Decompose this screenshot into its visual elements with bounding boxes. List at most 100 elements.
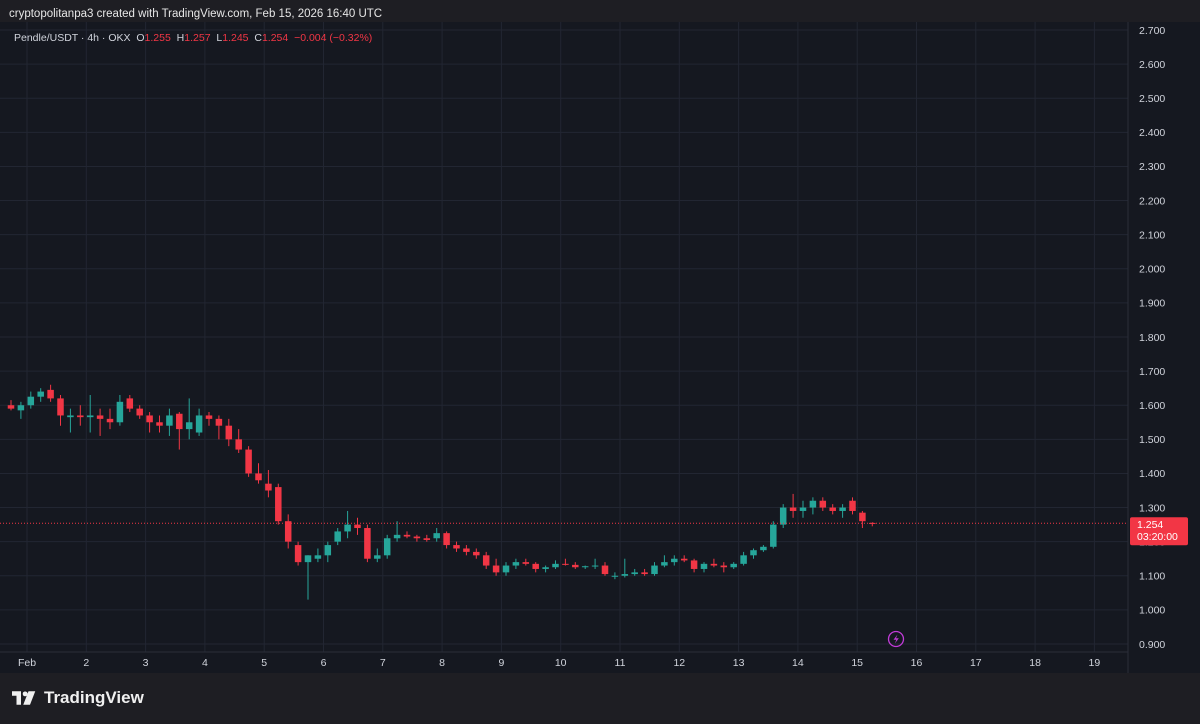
candle-body: [760, 546, 767, 551]
candle-body: [136, 408, 143, 416]
date-tick-label: 19: [1089, 657, 1101, 669]
candle-body: [383, 538, 391, 556]
time-axis[interactable]: Feb 2 3 4 5 6 7 8 9 10 11 12 13 14 15 16 17 18 19: [18, 657, 1100, 669]
candle-body: [671, 558, 678, 563]
price-chart[interactable]: 2.700 2.600 2.500 2.400 2.300 2.200 2.100 2.000…: [0, 0, 1200, 673]
candle-body: [661, 562, 668, 566]
candle-body: [166, 415, 173, 426]
candle-body: [106, 418, 114, 423]
candle-body: [869, 522, 876, 524]
candle-body: [651, 565, 658, 575]
date-tick-label: 12: [673, 657, 685, 669]
symbol-legend[interactable]: Pendle/USDT · 4h · OKX O1.255 H1.257 L1.…: [14, 32, 372, 44]
candle-body: [839, 507, 846, 511]
candle-body: [413, 536, 421, 539]
candle-body: [463, 548, 470, 552]
candle-body: [740, 555, 747, 564]
candle-body: [809, 500, 817, 508]
price-tick-label: 2.200: [1139, 195, 1165, 207]
low-value: 1.245: [222, 32, 249, 44]
candle-body: [255, 473, 262, 481]
candle-body: [314, 555, 322, 559]
chart-background: [0, 22, 1200, 673]
candle-body: [819, 500, 827, 508]
candle-body: [492, 565, 500, 573]
tradingview-logo-icon: [12, 691, 36, 705]
candle-body: [522, 562, 530, 564]
price-tick-label: 1.900: [1139, 298, 1165, 310]
candle-body: [57, 398, 64, 416]
candle-body: [96, 415, 104, 419]
date-tick-label: 6: [321, 657, 327, 669]
close-value: 1.254: [261, 32, 289, 44]
candle-body: [730, 563, 737, 568]
date-tick-label: 4: [202, 657, 208, 669]
price-tick-label: 1.300: [1139, 502, 1165, 514]
symbol-name: Pendle/USDT · 4h · OKX: [14, 32, 131, 44]
candle-body: [334, 531, 341, 542]
candle-body: [354, 524, 361, 529]
candle-body: [403, 534, 411, 537]
date-tick-label: 17: [970, 657, 982, 669]
candle-body: [27, 396, 35, 406]
tradingview-logo-text: TradingView: [44, 688, 144, 707]
date-tick-label: 14: [792, 657, 804, 669]
date-tick-label: 10: [555, 657, 567, 669]
candle-body: [294, 545, 302, 563]
date-tick-label: 7: [380, 657, 386, 669]
candle-body: [116, 401, 124, 423]
date-tick-label: 11: [615, 657, 626, 669]
candle-body: [245, 449, 252, 474]
price-tick-label: 1.500: [1139, 434, 1165, 446]
date-tick-label: 2: [83, 657, 89, 669]
date-tick-label: 3: [143, 657, 149, 669]
candle-body: [195, 415, 203, 433]
candles: [7, 384, 876, 600]
candle-body: [542, 567, 549, 569]
open-value: 1.255: [144, 32, 171, 44]
footer-bar: [0, 673, 1200, 724]
candle-body: [581, 566, 589, 568]
candle-body: [393, 534, 401, 539]
candle-body: [750, 550, 757, 556]
date-tick-label: 9: [498, 657, 504, 669]
candle-body: [680, 558, 688, 561]
candle-body: [621, 574, 629, 576]
candle-body: [779, 507, 787, 525]
price-tag-box: [1130, 517, 1188, 546]
date-tick-label: 5: [261, 657, 267, 669]
candle-body: [225, 425, 233, 440]
price-tick-label: 2.400: [1139, 127, 1165, 139]
candle-body: [473, 551, 480, 556]
candle-body: [7, 405, 15, 409]
candle-body: [235, 439, 242, 450]
date-tick-label: 15: [851, 657, 863, 669]
candle-body: [591, 565, 599, 567]
last-price-tag: 1.254 03:20:00: [1130, 517, 1188, 546]
candle-body: [572, 564, 579, 568]
candle-body: [700, 563, 708, 569]
candle-body: [146, 415, 153, 423]
candle-body: [829, 507, 836, 511]
candle-body: [532, 563, 539, 569]
candle-body: [176, 413, 183, 430]
price-tick-label: 2.600: [1139, 59, 1165, 71]
tradingview-logo[interactable]: TradingView: [10, 688, 144, 708]
price-tick-label: 1.600: [1139, 400, 1165, 412]
candle-body: [849, 500, 856, 511]
candle-body: [453, 545, 460, 549]
price-axis[interactable]: 2.700 2.600 2.500 2.400 2.300 2.200 2.100 2.000…: [1139, 25, 1165, 651]
date-tick-label: Feb: [18, 657, 36, 669]
close-label: C: [254, 32, 262, 44]
high-value: 1.257: [184, 32, 211, 44]
event-marker[interactable]: [887, 630, 905, 648]
price-tick-label: 1.000: [1139, 605, 1165, 617]
lightning-icon: [893, 634, 899, 644]
candle-body: [67, 415, 74, 418]
candle-body: [631, 572, 638, 575]
date-tick-label: 13: [733, 657, 745, 669]
candle-body: [215, 418, 223, 426]
candle-body: [482, 555, 490, 566]
chart-credit: cryptopolitanpa3 created with TradingVie…: [9, 8, 383, 20]
candle-body: [443, 533, 450, 546]
